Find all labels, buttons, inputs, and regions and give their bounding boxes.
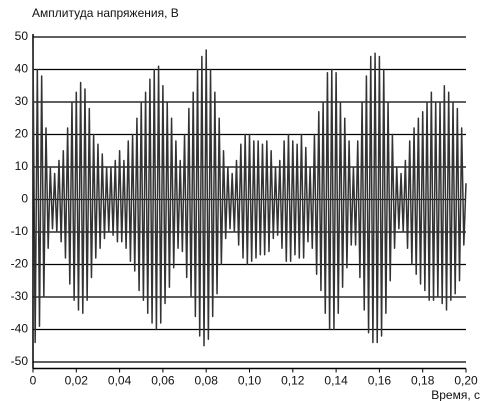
- x-tick-label: 0,16: [368, 374, 392, 388]
- x-tick-label: 0,12: [281, 374, 305, 388]
- x-axis-label: Время, с: [431, 388, 480, 401]
- y-tick-label: 10: [15, 159, 29, 173]
- y-tick-label: 30: [15, 94, 29, 108]
- y-tick-label: -10: [11, 224, 29, 238]
- x-tick-label: 0,02: [65, 374, 89, 388]
- chart-title: Амплитуда напряжения, В: [32, 6, 179, 20]
- y-tick-label: 0: [21, 192, 28, 206]
- signal-line: [32, 46, 467, 347]
- y-tick-label: 40: [15, 62, 29, 76]
- x-tick-label: 0,14: [324, 374, 348, 388]
- x-tick-label: 0,20: [454, 374, 478, 388]
- x-tick-label: 0,10: [238, 374, 262, 388]
- x-tick-label: 0,04: [108, 374, 132, 388]
- y-tick-label: -40: [11, 322, 29, 336]
- y-tick-label: -20: [11, 257, 29, 271]
- x-tick-label: 0,08: [195, 374, 219, 388]
- y-tick-label: 20: [15, 127, 29, 141]
- y-tick-label: 50: [15, 29, 29, 43]
- x-tick-label: 0: [30, 374, 37, 388]
- x-tick-label: 0,18: [411, 374, 435, 388]
- y-tick-label: -50: [11, 354, 29, 368]
- y-tick-label: -30: [11, 289, 29, 303]
- x-tick-label: 0,06: [151, 374, 175, 388]
